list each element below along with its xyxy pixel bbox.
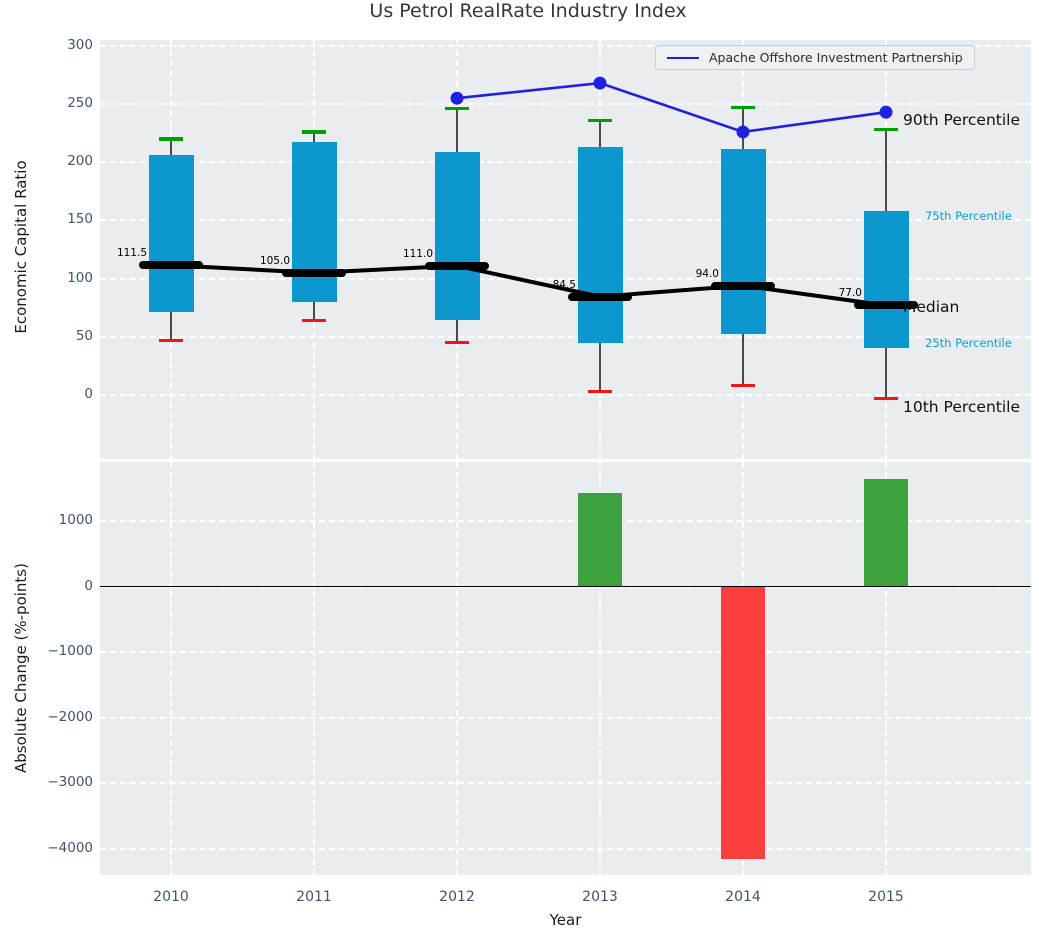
line-swatch-icon [667,56,699,59]
p10-cap-2011 [302,318,326,323]
x-axis-label: Year [549,911,582,929]
median-2014 [711,281,775,290]
gridline-v [885,462,887,875]
y-tick: −2000 [47,708,93,725]
median-2010 [139,261,203,270]
gridline-h [100,651,1031,654]
box-2011 [291,142,337,302]
median-2015 [854,301,918,310]
gridline-v [456,462,458,875]
y-tick: 250 [67,95,93,111]
p10-cap-2010 [159,338,183,343]
y-tick: 1000 [58,512,93,528]
change-bar-2013 [578,492,622,587]
annotation-25th-percentile: 25th Percentile [925,335,1012,350]
p10-cap-2015 [874,396,898,401]
x-tick-2011: 2011 [296,889,332,905]
gridline-v [170,462,172,875]
p90-cap-2011 [302,130,326,134]
box-2013 [577,147,623,343]
zero-line [100,585,1031,588]
y-tick: 200 [67,153,93,170]
median-2013 [568,292,632,301]
gridline-h [100,393,1031,396]
median-value-2014: 94.0 [695,267,719,280]
median-value-2012: 111.0 [402,247,433,260]
p10-cap-2014 [731,383,755,388]
gridline-h [100,520,1031,522]
x-tick-2010: 2010 [153,889,189,905]
gridline-v [313,462,315,875]
gridline-h [100,161,1031,164]
gridline-h [100,44,1031,47]
chart-title: Us Petrol RealRate Industry Index [369,0,687,22]
p90-cap-2014 [731,105,755,110]
change-bar-2014 [721,586,765,859]
y-tick: −4000 [47,839,93,856]
median-value-2011: 105.0 [259,254,290,267]
median-2012 [425,261,489,270]
legend-label: Apache Offshore Investment Partnership [709,50,963,65]
y-tick: 50 [75,327,93,344]
gridline-v [599,462,601,875]
box-2010 [148,155,194,313]
gridline-h [100,335,1031,338]
y-tick: −3000 [47,774,93,791]
annotation-75th-percentile: 75th Percentile [925,208,1012,223]
x-tick-2012: 2012 [439,889,475,905]
legend: Apache Offshore Investment Partnership [655,45,975,70]
apache-line [456,81,887,134]
y-tick: −1000 [47,643,93,660]
box-2014 [720,149,766,335]
x-tick-2014: 2014 [725,889,761,905]
annotation-10th-percentile: 10th Percentile [903,397,1021,416]
bottom-y-axis-label: Absolute Change (%-points) [12,563,30,773]
y-tick: 0 [84,385,93,402]
gridline-h [100,219,1031,222]
median-value-2013: 84.5 [552,278,576,291]
median-value-2010: 111.5 [116,247,147,260]
bottom-axes [100,462,1031,875]
gridline-h [100,103,1031,105]
top-axes: 111.5 105.0 111.0 84.5 94.0 77.0 90th Percenti… [100,40,1031,459]
gridline-h [100,847,1031,850]
y-tick: 0 [84,577,93,594]
gridline-h [100,716,1031,719]
p10-cap-2012 [445,340,469,345]
median-value-2015: 77.0 [838,287,862,300]
p90-cap-2010 [159,137,183,141]
p10-cap-2013 [588,389,612,394]
y-tick: 150 [67,211,93,228]
y-tick: 300 [67,36,93,53]
p90-cap-2013 [588,118,612,123]
top-y-axis-label: Economic Capital Ratio [12,160,30,334]
x-tick-2015: 2015 [868,889,904,905]
median-2011 [282,268,346,277]
change-bar-2015 [864,479,908,587]
gridline-h [100,782,1031,785]
box-2015 [863,211,909,349]
p90-cap-2015 [874,127,898,132]
annotation-median: Median [903,297,960,316]
annotation-90th-percentile: 90th Percentile [903,111,1021,130]
p90-cap-2012 [445,106,469,111]
y-tick: 100 [67,269,93,286]
box-2012 [434,151,480,321]
x-tick-2013: 2013 [582,889,618,905]
